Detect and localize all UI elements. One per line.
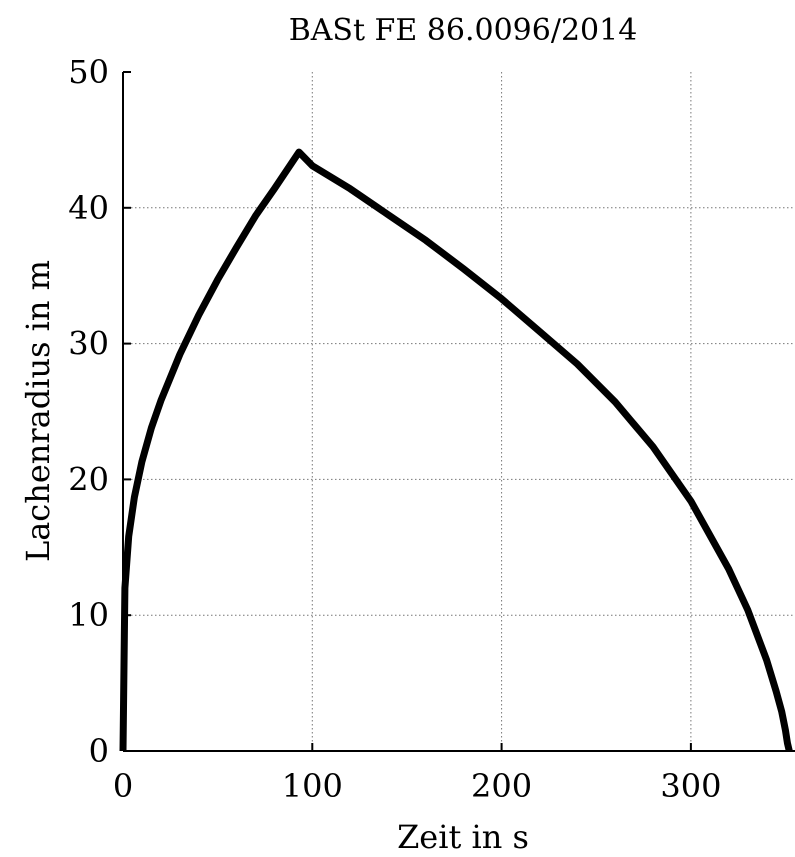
x-tick-label-300: 300 bbox=[660, 767, 721, 805]
y-tick-label-30: 30 bbox=[68, 325, 109, 363]
y-tick-label-50: 50 bbox=[68, 53, 109, 91]
ticks: 0 100 200 300 0 10 20 30 40 50 bbox=[68, 53, 721, 805]
curve-layer bbox=[119, 148, 793, 752]
grid-lines bbox=[123, 72, 795, 751]
x-axis-label: Zeit in s bbox=[397, 818, 529, 856]
x-tick-label-200: 200 bbox=[471, 767, 532, 805]
series-line-0 bbox=[119, 148, 793, 752]
x-tick-label-100: 100 bbox=[282, 767, 343, 805]
x-tick-label-0: 0 bbox=[113, 767, 133, 805]
y-tick-label-40: 40 bbox=[68, 189, 109, 227]
y-tick-label-20: 20 bbox=[68, 460, 109, 498]
y-tick-label-10: 10 bbox=[68, 596, 109, 634]
chart-title: BASt FE 86.0096/2014 bbox=[289, 13, 638, 48]
y-tick-label-0: 0 bbox=[89, 732, 109, 770]
axes bbox=[122, 71, 795, 752]
y-axis-label: Lachenradius in m bbox=[19, 260, 57, 562]
